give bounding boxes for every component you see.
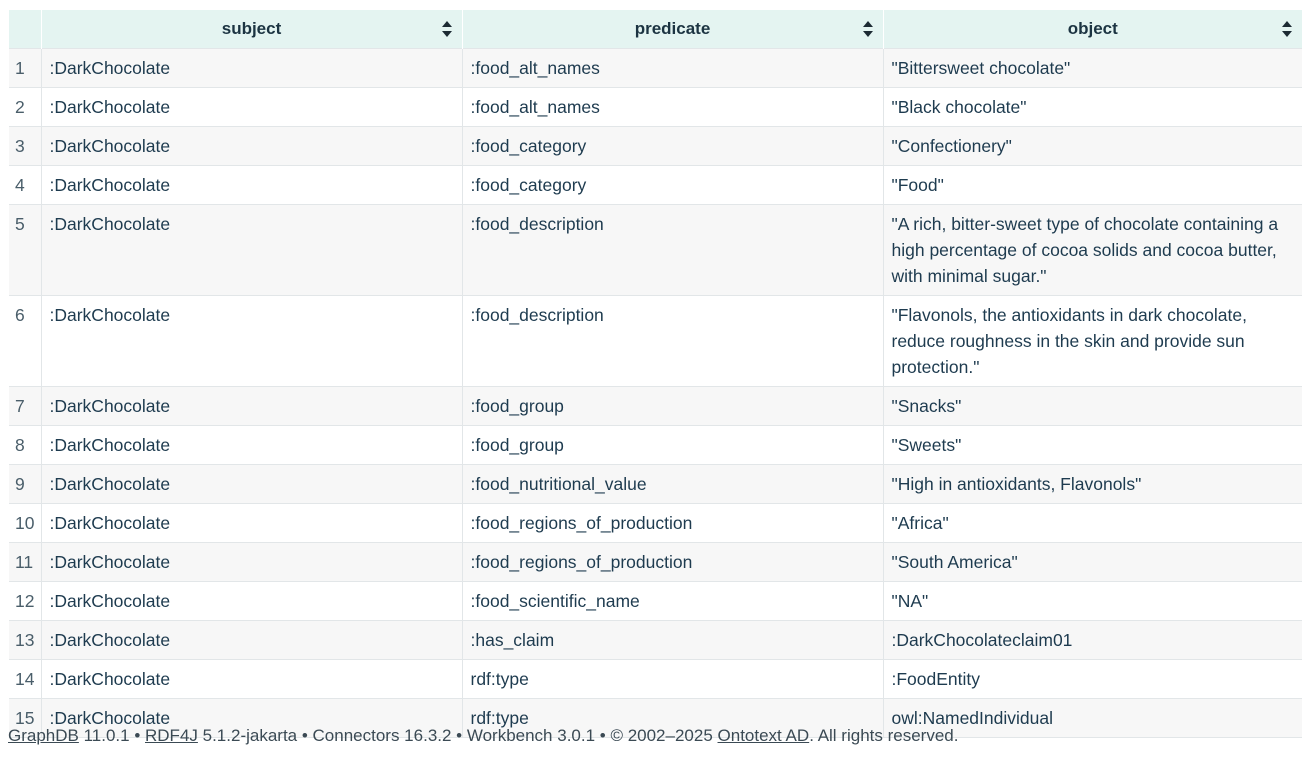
subject-cell[interactable]: :DarkChocolate xyxy=(40,295,462,387)
row-index: 12 xyxy=(9,581,41,621)
results-table-container: subject predicate object 1:DarkChocolate… xyxy=(9,10,1302,738)
predicate-cell[interactable]: :food_alt_names xyxy=(461,48,883,88)
footer: GraphDB 11.0.1 • RDF4J 5.1.2-jakarta • C… xyxy=(8,726,958,746)
predicate-cell[interactable]: :food_group xyxy=(461,425,883,465)
subject-cell[interactable]: :DarkChocolate xyxy=(40,386,462,426)
subject-cell[interactable]: :DarkChocolate xyxy=(40,87,462,127)
predicate-cell[interactable]: :food_scientific_name xyxy=(461,581,883,621)
versions-text: 5.1.2-jakarta • Connectors 16.3.2 • Work… xyxy=(197,726,718,745)
predicate-cell[interactable]: :food_group xyxy=(461,386,883,426)
row-index: 1 xyxy=(9,48,41,88)
row-index: 8 xyxy=(9,425,41,465)
predicate-cell[interactable]: :food_category xyxy=(461,165,883,205)
object-cell[interactable]: "Confectionery" xyxy=(882,126,1302,166)
graphdb-link[interactable]: GraphDB xyxy=(8,726,79,745)
header-object-label: object xyxy=(1067,19,1118,38)
table-row: 12:DarkChocolate:food_scientific_name "NA… xyxy=(9,581,1302,621)
object-cell[interactable]: :FoodEntity xyxy=(882,659,1302,699)
table-row: 2:DarkChocolate:food_alt_names "Black cho… xyxy=(9,87,1302,127)
rdf4j-link[interactable]: RDF4J xyxy=(145,726,198,745)
subject-cell[interactable]: :DarkChocolate xyxy=(40,698,462,738)
table-row: 11:DarkChocolate:food_regions_of_product… xyxy=(9,542,1302,582)
table-row: 3:DarkChocolate:food_category "Confection… xyxy=(9,126,1302,166)
predicate-cell[interactable]: :food_description xyxy=(461,295,883,387)
header-predicate-label: predicate xyxy=(634,19,711,38)
table-row: 10:DarkChocolate:food_regions_of_product… xyxy=(9,503,1302,543)
object-cell[interactable]: owl:NamedIndividual xyxy=(882,698,1302,738)
header-index-cell xyxy=(9,10,41,49)
predicate-cell[interactable]: :food_category xyxy=(461,126,883,166)
row-index: 5 xyxy=(9,204,41,296)
predicate-cell[interactable]: :food_regions_of_production xyxy=(461,542,883,582)
subject-cell[interactable]: :DarkChocolate xyxy=(40,659,462,699)
predicate-cell[interactable]: :food_regions_of_production xyxy=(461,503,883,543)
table-row: 14:DarkChocolate rdf:type:FoodEntity xyxy=(9,659,1302,699)
header-object[interactable]: object xyxy=(882,10,1302,49)
table-row: 7:DarkChocolate:food_group "Snacks" xyxy=(9,386,1302,426)
table-row: 6:DarkChocolate:food_description "Flavono… xyxy=(9,295,1302,387)
row-index: 2 xyxy=(9,87,41,127)
object-cell[interactable]: "Black chocolate" xyxy=(882,87,1302,127)
subject-cell[interactable]: :DarkChocolate xyxy=(40,165,462,205)
object-cell[interactable]: "Sweets" xyxy=(882,425,1302,465)
row-index: 10 xyxy=(9,503,41,543)
header-subject[interactable]: subject xyxy=(40,10,462,49)
subject-cell[interactable]: :DarkChocolate xyxy=(40,503,462,543)
row-index: 7 xyxy=(9,386,41,426)
subject-cell[interactable]: :DarkChocolate xyxy=(40,425,462,465)
table-row: 4:DarkChocolate:food_category "Food" xyxy=(9,165,1302,205)
object-cell[interactable]: "A rich, bitter-sweet type of chocolate … xyxy=(882,204,1302,296)
row-index: 3 xyxy=(9,126,41,166)
object-cell[interactable]: "South America" xyxy=(882,542,1302,582)
table-header-row: subject predicate object xyxy=(9,10,1302,49)
row-index: 9 xyxy=(9,464,41,504)
object-cell[interactable]: :DarkChocolateclaim01 xyxy=(882,620,1302,660)
sort-icon[interactable] xyxy=(1282,21,1292,37)
subject-cell[interactable]: :DarkChocolate xyxy=(40,581,462,621)
sort-icon[interactable] xyxy=(441,21,452,37)
predicate-cell[interactable]: :food_alt_names xyxy=(461,87,883,127)
row-index: 14 xyxy=(9,659,41,699)
object-cell[interactable]: "Africa" xyxy=(882,503,1302,543)
row-index: 4 xyxy=(9,165,41,205)
subject-cell[interactable]: :DarkChocolate xyxy=(40,126,462,166)
object-cell[interactable]: "High in antioxidants, Flavonols" xyxy=(882,464,1302,504)
subject-cell[interactable]: :DarkChocolate xyxy=(40,620,462,660)
object-cell[interactable]: "Flavonols, the antioxidants in dark cho… xyxy=(882,295,1302,387)
object-cell[interactable]: "Food" xyxy=(882,165,1302,205)
row-index: 6 xyxy=(9,295,41,387)
row-index: 11 xyxy=(9,542,41,582)
table-row: 1:DarkChocolate:food_alt_names "Bitterswe… xyxy=(9,48,1302,88)
table-row: 9:DarkChocolate:food_nutritional_value "H… xyxy=(9,464,1302,504)
object-cell[interactable]: "Snacks" xyxy=(882,386,1302,426)
table-row: 5:DarkChocolate:food_description "A rich,… xyxy=(9,204,1302,296)
ontotext-link[interactable]: Ontotext AD xyxy=(717,726,810,745)
subject-cell[interactable]: :DarkChocolate xyxy=(40,464,462,504)
object-cell[interactable]: "Bittersweet chocolate" xyxy=(882,48,1302,88)
table-row: 13:DarkChocolate:has_claim:DarkChocolate… xyxy=(9,620,1302,660)
results-table: subject predicate object 1:DarkChocolate… xyxy=(9,10,1302,738)
subject-cell[interactable]: :DarkChocolate xyxy=(40,204,462,296)
row-index: 13 xyxy=(9,620,41,660)
subject-cell[interactable]: :DarkChocolate xyxy=(40,48,462,88)
header-predicate[interactable]: predicate xyxy=(461,10,883,49)
graphdb-version: 11.0.1 • xyxy=(78,726,145,745)
header-subject-label: subject xyxy=(221,19,282,38)
predicate-cell[interactable]: rdf:type xyxy=(461,659,883,699)
predicate-cell[interactable]: rdf:type xyxy=(461,698,883,738)
row-index: 15 xyxy=(9,698,41,738)
sort-icon[interactable] xyxy=(862,21,873,37)
subject-cell[interactable]: :DarkChocolate xyxy=(40,542,462,582)
predicate-cell[interactable]: :has_claim xyxy=(461,620,883,660)
predicate-cell[interactable]: :food_nutritional_value xyxy=(461,464,883,504)
table-row: 8:DarkChocolate:food_group "Sweets" xyxy=(9,425,1302,465)
table-row: 15:DarkChocolate rdf:type owl:NamedIndivid… xyxy=(9,698,1302,738)
rights-text: . All rights reserved. xyxy=(809,726,959,745)
object-cell[interactable]: "NA" xyxy=(882,581,1302,621)
predicate-cell[interactable]: :food_description xyxy=(461,204,883,296)
